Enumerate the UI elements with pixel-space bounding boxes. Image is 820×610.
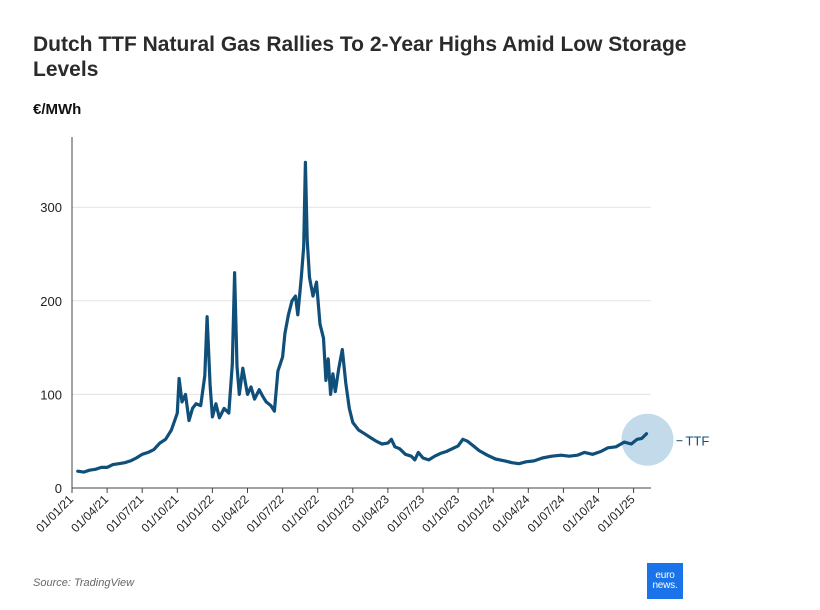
y-tick-label: 300 bbox=[40, 200, 62, 215]
x-tick-label: 01/07/23 bbox=[384, 492, 427, 535]
y-tick-label: 200 bbox=[40, 294, 62, 309]
logo-line-2: news. bbox=[652, 580, 678, 591]
y-tick-label: 0 bbox=[55, 481, 62, 496]
x-tick-label: 01/01/24 bbox=[454, 492, 497, 535]
grid-layer bbox=[72, 206, 651, 395]
series-line-ttf bbox=[76, 160, 649, 474]
y-tick-label: 100 bbox=[40, 387, 62, 402]
x-tick-label: 01/01/23 bbox=[314, 492, 357, 535]
x-tick-label: 01/10/23 bbox=[419, 492, 462, 535]
chart-svg: 010020030001/01/2101/04/2101/07/2101/10/… bbox=[33, 137, 709, 535]
label-layer: TTF bbox=[676, 434, 709, 449]
chart-title: Dutch TTF Natural Gas Rallies To 2-Year … bbox=[33, 33, 687, 81]
x-tick-label: 01/04/23 bbox=[349, 492, 392, 535]
x-tick-label: 01/07/21 bbox=[103, 492, 146, 535]
x-tick-label: 01/01/25 bbox=[595, 492, 638, 535]
source-note: Source: TradingView bbox=[33, 577, 135, 589]
series-layer bbox=[76, 160, 674, 474]
x-tick-label: 01/04/22 bbox=[209, 492, 252, 535]
x-tick-label: 01/07/22 bbox=[244, 492, 287, 535]
x-tick-label: 01/10/21 bbox=[138, 492, 181, 535]
x-tick-label: 01/04/21 bbox=[68, 492, 111, 535]
x-tick-label: 01/01/21 bbox=[33, 492, 76, 535]
euronews-logo: euro news. bbox=[647, 563, 683, 599]
x-tick-label: 01/04/24 bbox=[489, 492, 532, 535]
series-label-ttf: TTF bbox=[685, 434, 709, 449]
logo-line-1: euro bbox=[655, 570, 675, 581]
x-tick-label: 01/07/24 bbox=[525, 492, 568, 535]
unit-label: €/MWh bbox=[33, 101, 82, 118]
series-end-highlight bbox=[621, 413, 674, 466]
axis-layer: 010020030001/01/2101/04/2101/07/2101/10/… bbox=[33, 137, 651, 535]
x-tick-label: 01/10/22 bbox=[279, 492, 322, 535]
x-tick-label: 01/10/24 bbox=[560, 492, 603, 535]
x-tick-label: 01/01/22 bbox=[174, 492, 217, 535]
